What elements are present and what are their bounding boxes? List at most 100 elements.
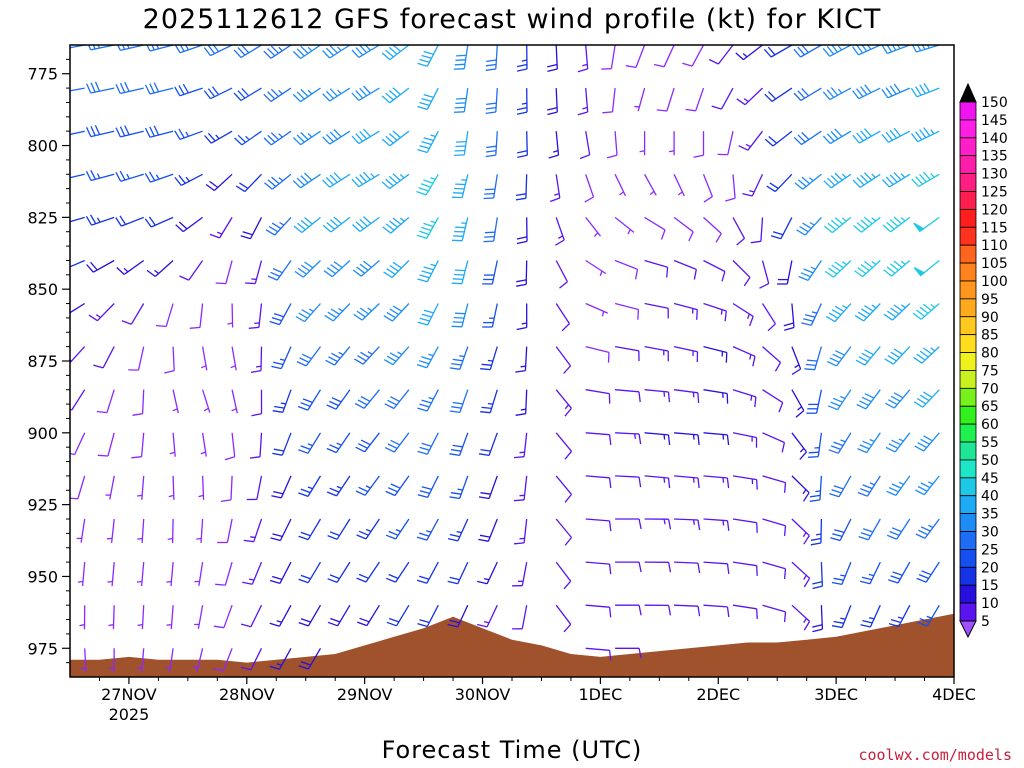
wind-barb — [416, 346, 439, 369]
wind-barb — [513, 518, 528, 545]
barb-full — [830, 537, 841, 542]
wind-barb — [512, 605, 528, 630]
barb-full — [831, 581, 843, 586]
wind-barb — [762, 346, 782, 372]
barb-full — [364, 45, 371, 51]
wind-barb — [855, 346, 881, 366]
barb-full — [911, 45, 917, 53]
barb-full — [270, 271, 281, 277]
barb-full — [239, 182, 249, 189]
barb-full — [736, 98, 746, 106]
barb-half — [426, 530, 432, 533]
colorbar-segment — [959, 316, 977, 336]
barb-half — [869, 482, 875, 486]
barb-full — [296, 361, 307, 367]
barb-half — [487, 359, 493, 362]
barb-full — [881, 179, 890, 188]
barb-half — [599, 270, 603, 277]
barb-full — [417, 321, 428, 326]
barb-half — [457, 488, 463, 491]
wind-barb — [227, 303, 234, 328]
wind-barb — [451, 303, 469, 328]
barb-full — [480, 448, 491, 452]
barb-staff — [521, 605, 528, 629]
credit-text[interactable]: coolwx.com/models — [858, 746, 1012, 764]
wind-barb — [269, 604, 292, 627]
barb-full — [355, 133, 364, 142]
wind-barb — [516, 260, 528, 287]
wind-barb — [326, 389, 351, 410]
colorbar-segment — [959, 280, 977, 300]
surface-terrain-layer — [70, 613, 954, 677]
barb-half — [250, 536, 256, 539]
barb-full — [213, 668, 224, 672]
barb-full — [153, 82, 160, 93]
wind-barb — [383, 303, 410, 322]
barb-full — [302, 398, 313, 404]
wind-barb — [386, 604, 410, 627]
colorbar-segment — [959, 370, 977, 389]
wind-barb — [703, 216, 722, 243]
wind-barb — [478, 432, 498, 457]
barb-full — [864, 128, 872, 137]
barb-full — [455, 145, 466, 148]
barb-staff — [732, 604, 757, 610]
barb-half — [743, 98, 749, 103]
barb-full — [354, 402, 365, 409]
barb-full — [419, 575, 430, 580]
barb-full — [549, 197, 561, 203]
barb-half — [927, 481, 933, 485]
barb-full — [923, 82, 931, 93]
wind-barb — [201, 389, 211, 413]
barb-full — [271, 365, 282, 370]
barb-half — [898, 481, 904, 486]
barb-full — [387, 443, 398, 449]
barb-full — [267, 275, 278, 281]
barb-full — [243, 539, 254, 543]
barb-full — [330, 617, 341, 623]
barb-full — [738, 145, 749, 151]
wind-barb — [204, 130, 233, 144]
barb-full — [889, 530, 900, 536]
wind-barb — [516, 88, 528, 115]
barb-full — [835, 350, 845, 356]
barb-half — [677, 191, 683, 196]
barb-full — [667, 562, 672, 573]
barb-full — [833, 485, 844, 490]
barb-full — [860, 624, 871, 628]
barb-staff — [761, 260, 770, 284]
barb-full — [300, 175, 309, 184]
wind-barb — [859, 561, 881, 585]
wind-barb — [298, 518, 322, 541]
wind-barb — [132, 389, 145, 416]
barb-full — [296, 134, 305, 143]
barb-full — [889, 129, 898, 139]
wind-barb — [272, 432, 292, 456]
barb-full — [447, 623, 458, 628]
wind-barb — [625, 45, 646, 69]
barb-staff — [77, 475, 86, 500]
wind-barb — [451, 174, 469, 199]
barb-full — [273, 361, 284, 366]
barb-half — [216, 231, 223, 235]
barb-full — [86, 264, 94, 273]
barb-half — [456, 530, 462, 534]
wind-barb — [482, 303, 498, 328]
barb-full — [354, 358, 364, 365]
barb-full — [390, 439, 401, 446]
barb-staff — [525, 174, 528, 199]
wind-barb — [615, 518, 642, 530]
barb-full — [667, 391, 671, 403]
colorbar-label: 20 — [981, 560, 999, 576]
barb-half — [196, 537, 202, 540]
wind-barb — [762, 432, 786, 453]
barb-half — [279, 358, 286, 362]
barb-full — [294, 270, 304, 278]
barb-full — [726, 520, 730, 531]
barb-full — [822, 91, 831, 101]
barb-full — [421, 356, 432, 361]
wind-barb — [615, 604, 642, 616]
colorbar-segment — [959, 173, 977, 192]
barb-full — [608, 607, 612, 618]
wind-barb — [454, 131, 469, 157]
